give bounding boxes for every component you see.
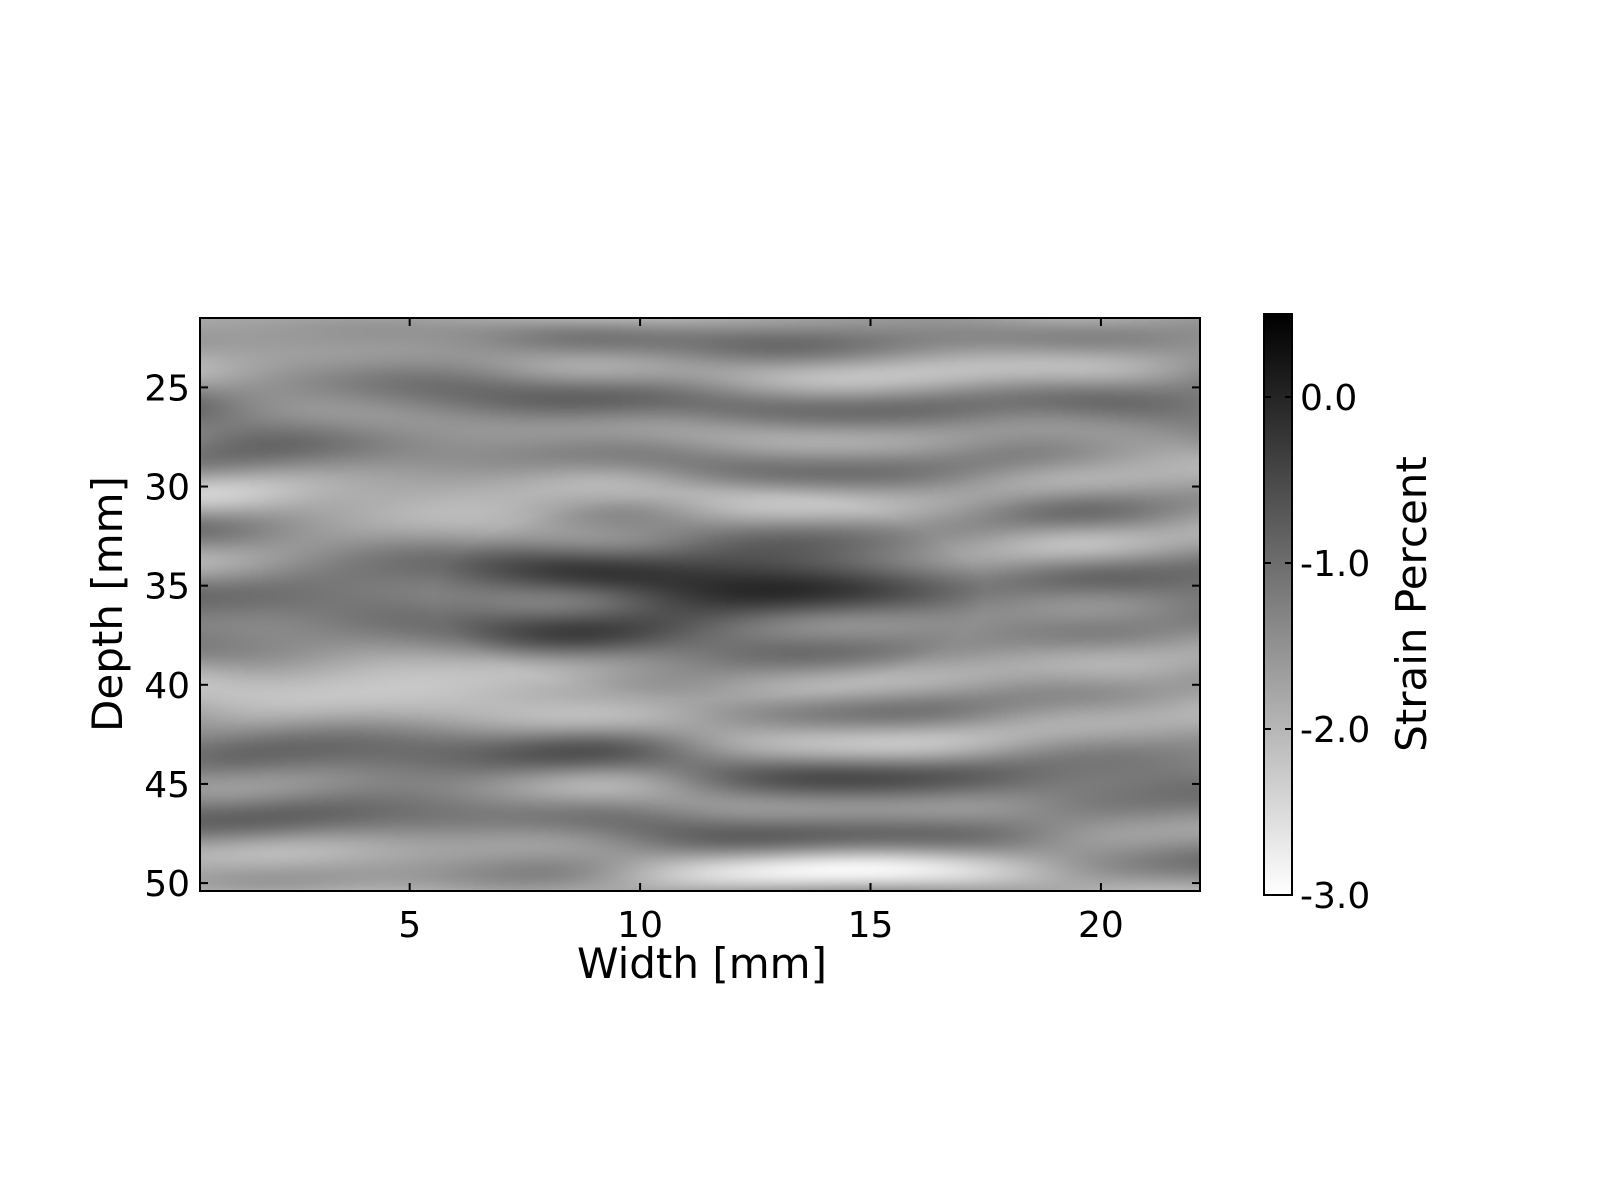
x-tick-label: 10 — [617, 905, 663, 946]
x-tick-label: 5 — [398, 905, 421, 946]
plot-frame — [199, 317, 1201, 892]
x-tick-label: 20 — [1078, 905, 1124, 946]
colorbar-ticks: 0.0 -1.0 -2.0 -3.0 — [1264, 378, 1370, 917]
heatmap-image — [200, 318, 1200, 891]
y-tick-label: 30 — [144, 468, 190, 509]
heatmap-raster — [200, 318, 1200, 891]
y-axis-label: Depth [mm] — [83, 476, 132, 732]
colorbar — [1263, 313, 1293, 896]
colorbar-tick-label: -2.0 — [1300, 710, 1370, 751]
x-axis-ticks: 5 10 15 20 — [398, 318, 1124, 946]
colorbar-label: Strain Percent — [1387, 456, 1436, 752]
y-tick-label: 40 — [144, 666, 190, 707]
y-tick-label: 45 — [144, 765, 190, 806]
y-axis-ticks: 25 30 35 40 45 50 — [144, 368, 1200, 905]
colorbar-tick-label: 0.0 — [1300, 378, 1357, 419]
x-tick-label: 15 — [848, 905, 894, 946]
colorbar-tick-label: -1.0 — [1300, 544, 1370, 585]
y-tick-label: 50 — [144, 864, 190, 905]
colorbar-tick-label: -3.0 — [1300, 876, 1370, 917]
y-tick-label: 35 — [144, 567, 190, 608]
y-tick-label: 25 — [144, 368, 190, 409]
x-axis-label: Width [mm] — [577, 939, 827, 988]
